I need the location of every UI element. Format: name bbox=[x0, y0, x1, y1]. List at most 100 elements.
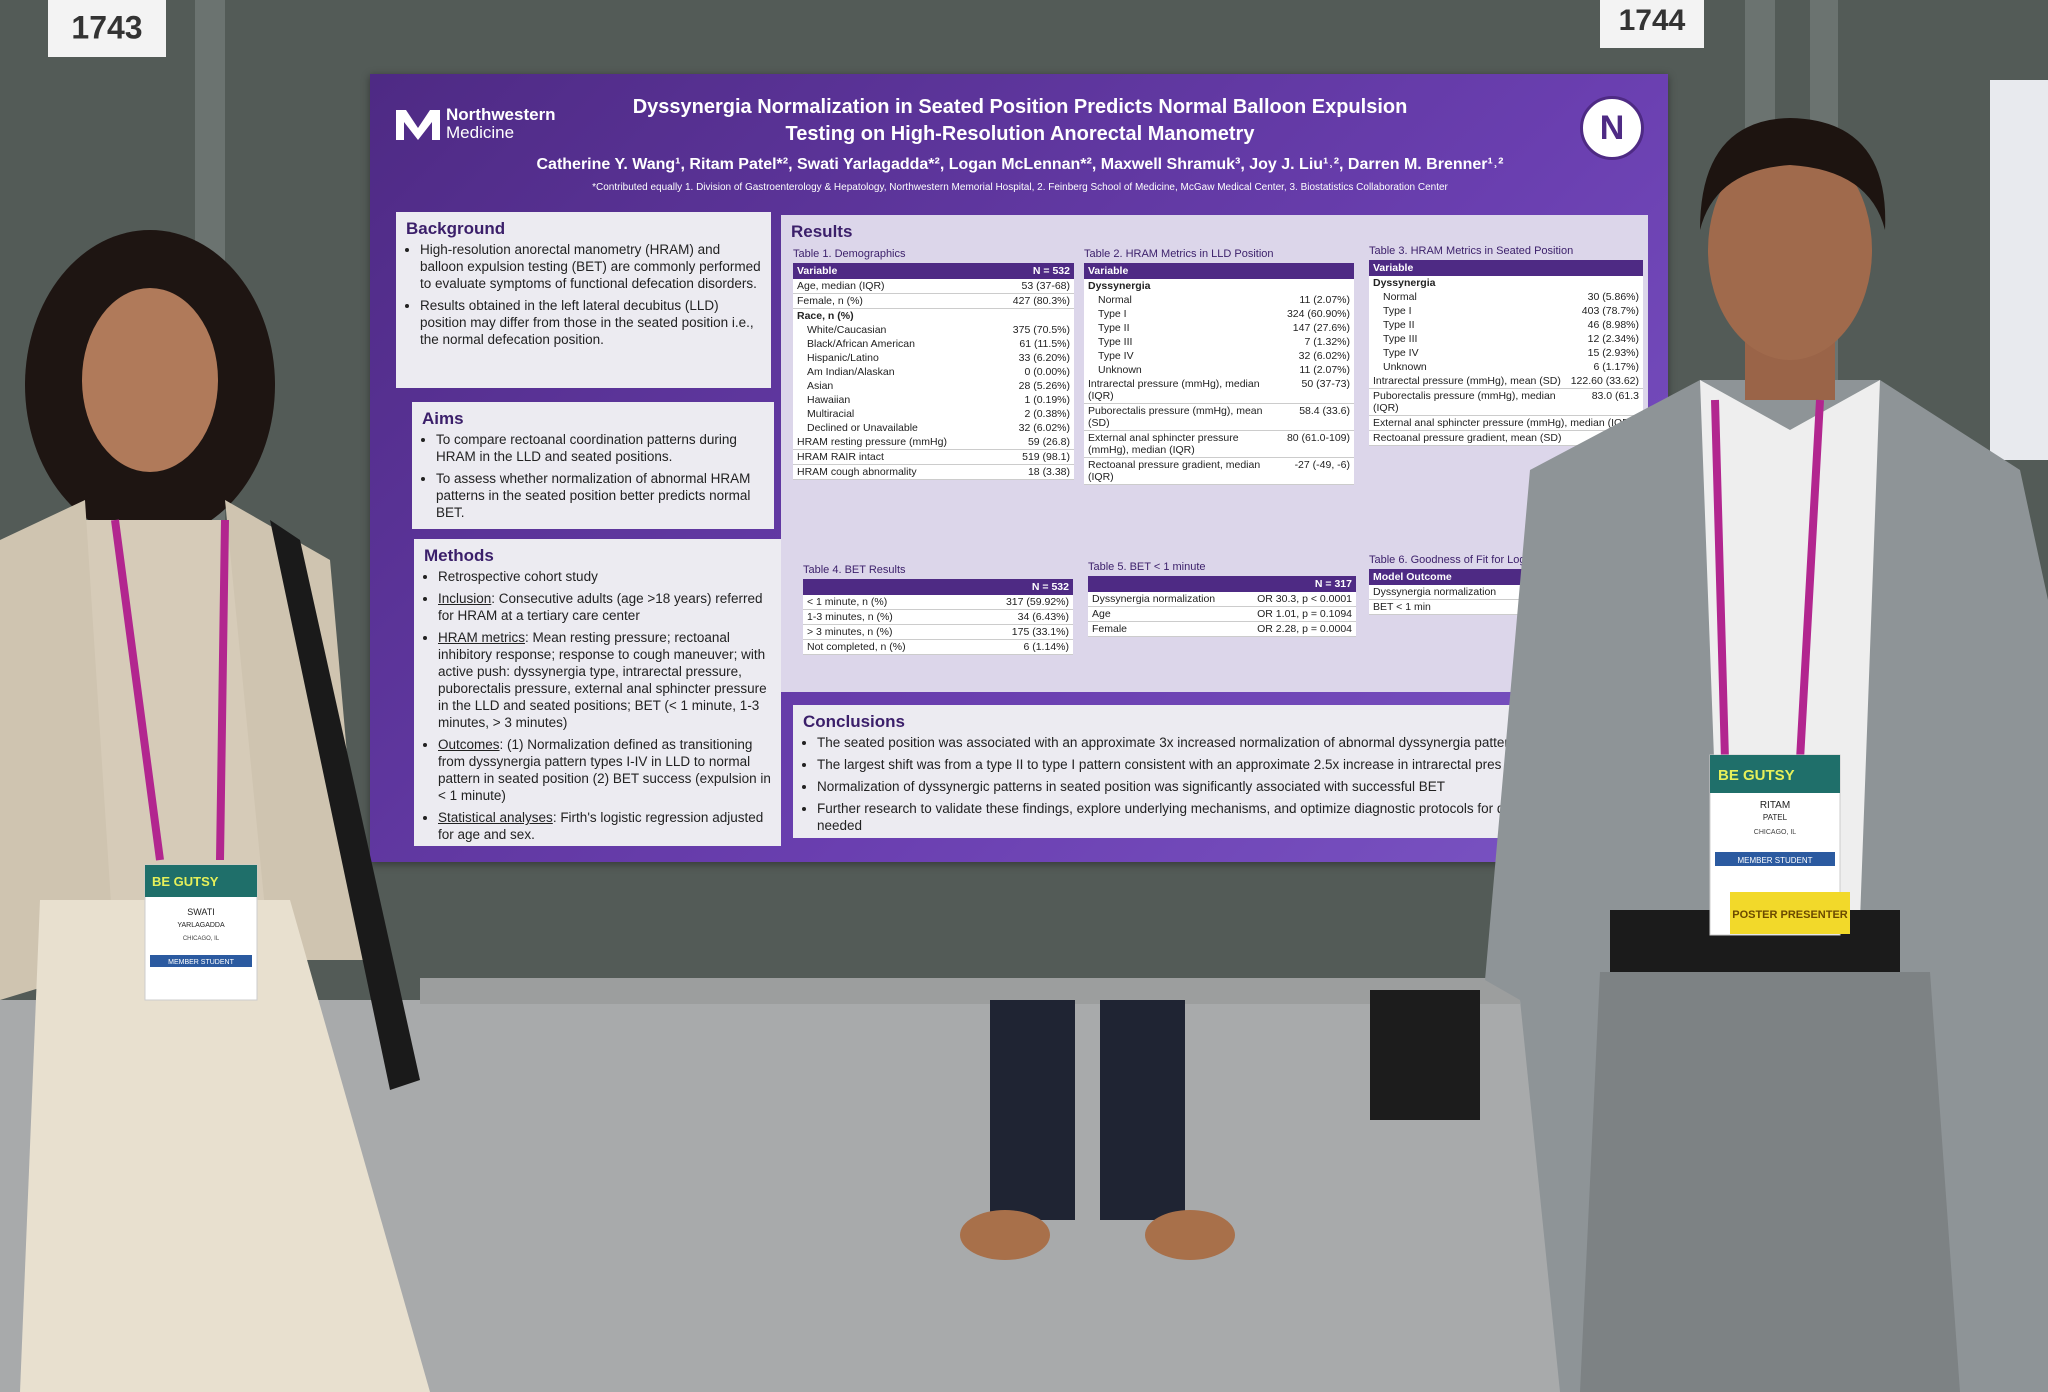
cell: Age, median (IQR) bbox=[793, 279, 992, 294]
cell: OR 2.28, p = 0.0004 bbox=[1238, 621, 1356, 637]
cell: HRAM resting pressure (mmHg) bbox=[793, 435, 992, 450]
row: HRAM cough abnormality 18 (3.38) bbox=[793, 464, 1074, 480]
legs bbox=[1100, 1000, 1185, 1220]
group-row: Dyssynergia bbox=[1084, 279, 1354, 293]
booth-number: 1744 bbox=[1619, 4, 1686, 37]
row: Female OR 2.28, p = 0.0004 bbox=[1088, 621, 1356, 637]
bullet: Outcomes: (1) Normalization defined as t… bbox=[438, 736, 771, 804]
bullet-list: The seated position was associated with … bbox=[803, 734, 1623, 834]
table-caption: Table 4. BET Results bbox=[803, 564, 906, 576]
cell: Hispanic/Latino bbox=[807, 352, 879, 364]
row: Age, median (IQR) 53 (37-68) bbox=[793, 279, 1074, 294]
cell: OR 1.01, p = 0.1094 bbox=[1238, 606, 1356, 622]
shoe bbox=[960, 1210, 1050, 1260]
sub-row: Black/African American 61 (11.5%) bbox=[793, 337, 1074, 351]
booth-number: 1743 bbox=[71, 9, 142, 45]
table-caption: Table 1. Demographics bbox=[793, 248, 906, 260]
bullet-text: Normalization of dyssynergic patterns in… bbox=[817, 779, 1446, 794]
cell: Type I bbox=[1383, 305, 1412, 317]
bullet: HRAM metrics: Mean resting pressure; rec… bbox=[438, 629, 771, 731]
cell: 32 (6.02%) bbox=[1298, 350, 1350, 362]
bullet: The seated position was associated with … bbox=[817, 734, 1623, 751]
cell: 30 (5.86%) bbox=[1587, 291, 1639, 303]
man: BE GUTSY RITAM PATEL CHICAGO, IL MEMBER … bbox=[1485, 118, 2048, 1392]
row: Female, n (%) 427 (80.3%) bbox=[793, 293, 1074, 309]
row: Puborectalis pressure (mmHg), mean (SD) 5… bbox=[1084, 403, 1354, 431]
cell: 53 (37-68) bbox=[991, 279, 1074, 294]
cell: > 3 minutes, n (%) bbox=[803, 624, 966, 640]
cell: 2 (0.38%) bbox=[1024, 408, 1070, 420]
cell: Hawaiian bbox=[807, 394, 851, 406]
cell: 15 (2.93%) bbox=[1587, 347, 1639, 359]
cell: 28 (5.26%) bbox=[1018, 380, 1070, 392]
cell: Puborectalis pressure (mmHg), median (IQ… bbox=[1369, 388, 1567, 416]
cell: Unknown bbox=[1098, 364, 1142, 376]
cell: Type II bbox=[1098, 322, 1130, 334]
cell: Asian bbox=[807, 380, 834, 392]
header-row: Variable bbox=[1084, 263, 1354, 279]
cell: 1 (0.19%) bbox=[1024, 394, 1070, 406]
cell: Normal bbox=[1098, 294, 1132, 306]
bullet-text: Results obtained in the left lateral dec… bbox=[420, 298, 754, 347]
heading: Conclusions bbox=[803, 712, 906, 731]
row: Intrarectal pressure (mmHg), mean (SD) 12… bbox=[1369, 374, 1643, 389]
cell: 50 (37-73) bbox=[1282, 377, 1354, 404]
row: Age OR 1.01, p = 0.1094 bbox=[1088, 606, 1356, 622]
bullet-text: To compare rectoanal coordination patter… bbox=[436, 432, 737, 464]
rail bbox=[420, 978, 1520, 1004]
cell: Type I bbox=[1098, 308, 1127, 320]
sub-row: White/Caucasian 375 (70.5%) bbox=[793, 323, 1074, 337]
logo-text: Northwestern bbox=[446, 105, 556, 124]
sub-row: Hawaiian 1 (0.19%) bbox=[793, 393, 1074, 407]
cell: 175 (33.1%) bbox=[965, 624, 1073, 640]
header-cell: Model Outcome bbox=[1369, 569, 1521, 585]
sub-row: Type IV 15 (2.93%) bbox=[1369, 346, 1643, 360]
cell: Intrarectal pressure (mmHg), median (IQR… bbox=[1084, 377, 1283, 404]
cell: 59 (26.8) bbox=[991, 435, 1074, 450]
header-cell: N = 532 bbox=[991, 263, 1074, 279]
bullet: To compare rectoanal coordination patter… bbox=[436, 431, 764, 465]
table: Variable Dyssynergia Normal 11 (2.07%) Type … bbox=[1084, 263, 1354, 485]
header-cell: N = 317 bbox=[1088, 576, 1356, 592]
panel: Background High-resolution anorectal mano… bbox=[396, 212, 771, 388]
bullet: Retrospective cohort study bbox=[438, 568, 771, 585]
cell: Female, n (%) bbox=[793, 293, 992, 309]
bullet-list: Retrospective cohort study Inclusion: Con… bbox=[424, 568, 771, 843]
cell: Female bbox=[1088, 621, 1239, 637]
legs bbox=[990, 1000, 1075, 1220]
cell: 34 (6.43%) bbox=[965, 609, 1073, 625]
cell: 324 (60.90%) bbox=[1286, 308, 1350, 320]
cell: White/Caucasian bbox=[807, 324, 887, 336]
cell: Type IV bbox=[1383, 347, 1419, 359]
cell: Normal bbox=[1383, 291, 1417, 303]
bullet-text: : (1) Normalization defined as transitio… bbox=[438, 737, 771, 803]
logo-text: Medicine bbox=[446, 123, 515, 142]
cell: Puborectalis pressure (mmHg), mean (SD) bbox=[1084, 403, 1283, 431]
header-row: N = 532 bbox=[803, 579, 1073, 595]
row: Intrarectal pressure (mmHg), median (IQR… bbox=[1084, 377, 1354, 404]
bullet: Statistical analyses: Firth's logistic r… bbox=[438, 809, 771, 843]
bullet-label: Statistical analyses bbox=[438, 810, 553, 825]
cell: 80 (61.0-109) bbox=[1282, 430, 1354, 458]
cell: 519 (98.1) bbox=[991, 449, 1074, 465]
cell: 122.60 (33.62) bbox=[1566, 374, 1643, 389]
cell: 11 (2.07%) bbox=[1299, 294, 1350, 306]
panel: Conclusions The seated position was assoc… bbox=[793, 705, 1633, 838]
cell: External anal sphincter pressure (mmHg),… bbox=[1369, 415, 1643, 431]
bullet: High-resolution anorectal manometry (HRA… bbox=[420, 241, 761, 292]
bullet: Inclusion: Consecutive adults (age >18 y… bbox=[438, 590, 771, 624]
cell: OR 30.3, p < 0.0001 bbox=[1238, 592, 1356, 607]
cell: HRAM cough abnormality bbox=[793, 464, 992, 480]
cell: 6 (1.14%) bbox=[965, 639, 1073, 655]
header-row: Variable N = 532 bbox=[793, 263, 1074, 279]
cell: 7 (1.32%) bbox=[1304, 336, 1350, 348]
row: External anal sphincter pressure (mmHg),… bbox=[1084, 430, 1354, 458]
cell: Am Indian/Alaskan bbox=[807, 366, 895, 378]
row: Puborectalis pressure (mmHg), median (IQ… bbox=[1369, 388, 1643, 416]
bullet: Further research to validate these findi… bbox=[817, 800, 1623, 834]
badge-name: RITAM bbox=[1760, 800, 1790, 811]
badge-name: PATEL bbox=[1763, 813, 1788, 822]
table: N = 532 < 1 minute, n (%) 317 (59.92%) 1-3 … bbox=[803, 579, 1073, 655]
cell: 61 (11.5%) bbox=[1019, 338, 1070, 350]
